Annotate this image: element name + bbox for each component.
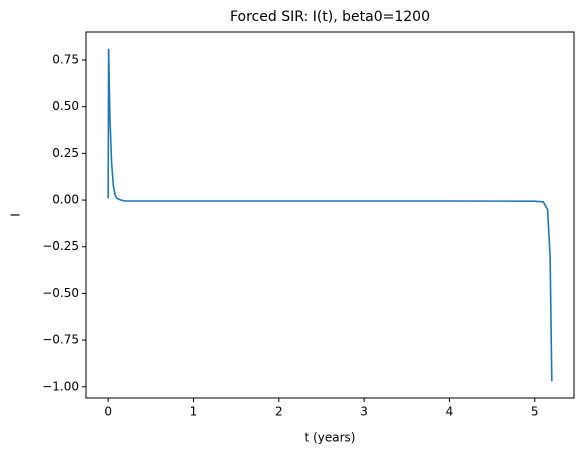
y-tick-label: −0.25 [42, 239, 79, 253]
line-series [107, 48, 553, 382]
y-tick-label: −0.75 [42, 333, 79, 347]
y-tick-label: −1.00 [42, 379, 79, 393]
x-tick-label: 4 [446, 405, 454, 419]
y-tick-label: 0.00 [52, 193, 79, 207]
x-tick-label: 2 [275, 405, 283, 419]
y-tick-label: −0.50 [42, 286, 79, 300]
y-tick-label: 0.25 [52, 146, 79, 160]
axes-frame [85, 31, 575, 399]
y-tick-label: 0.75 [52, 53, 79, 67]
x-tick-label: 1 [190, 405, 198, 419]
y-axis-label: I [9, 213, 23, 217]
y-tick-label: 0.50 [52, 99, 79, 113]
chart-title: Forced SIR: I(t), beta0=1200 [230, 9, 430, 25]
x-axis-label: t (years) [305, 431, 356, 445]
x-tick-label: 3 [360, 405, 368, 419]
x-tick-label: 0 [104, 405, 112, 419]
x-tick-label: 5 [531, 405, 539, 419]
